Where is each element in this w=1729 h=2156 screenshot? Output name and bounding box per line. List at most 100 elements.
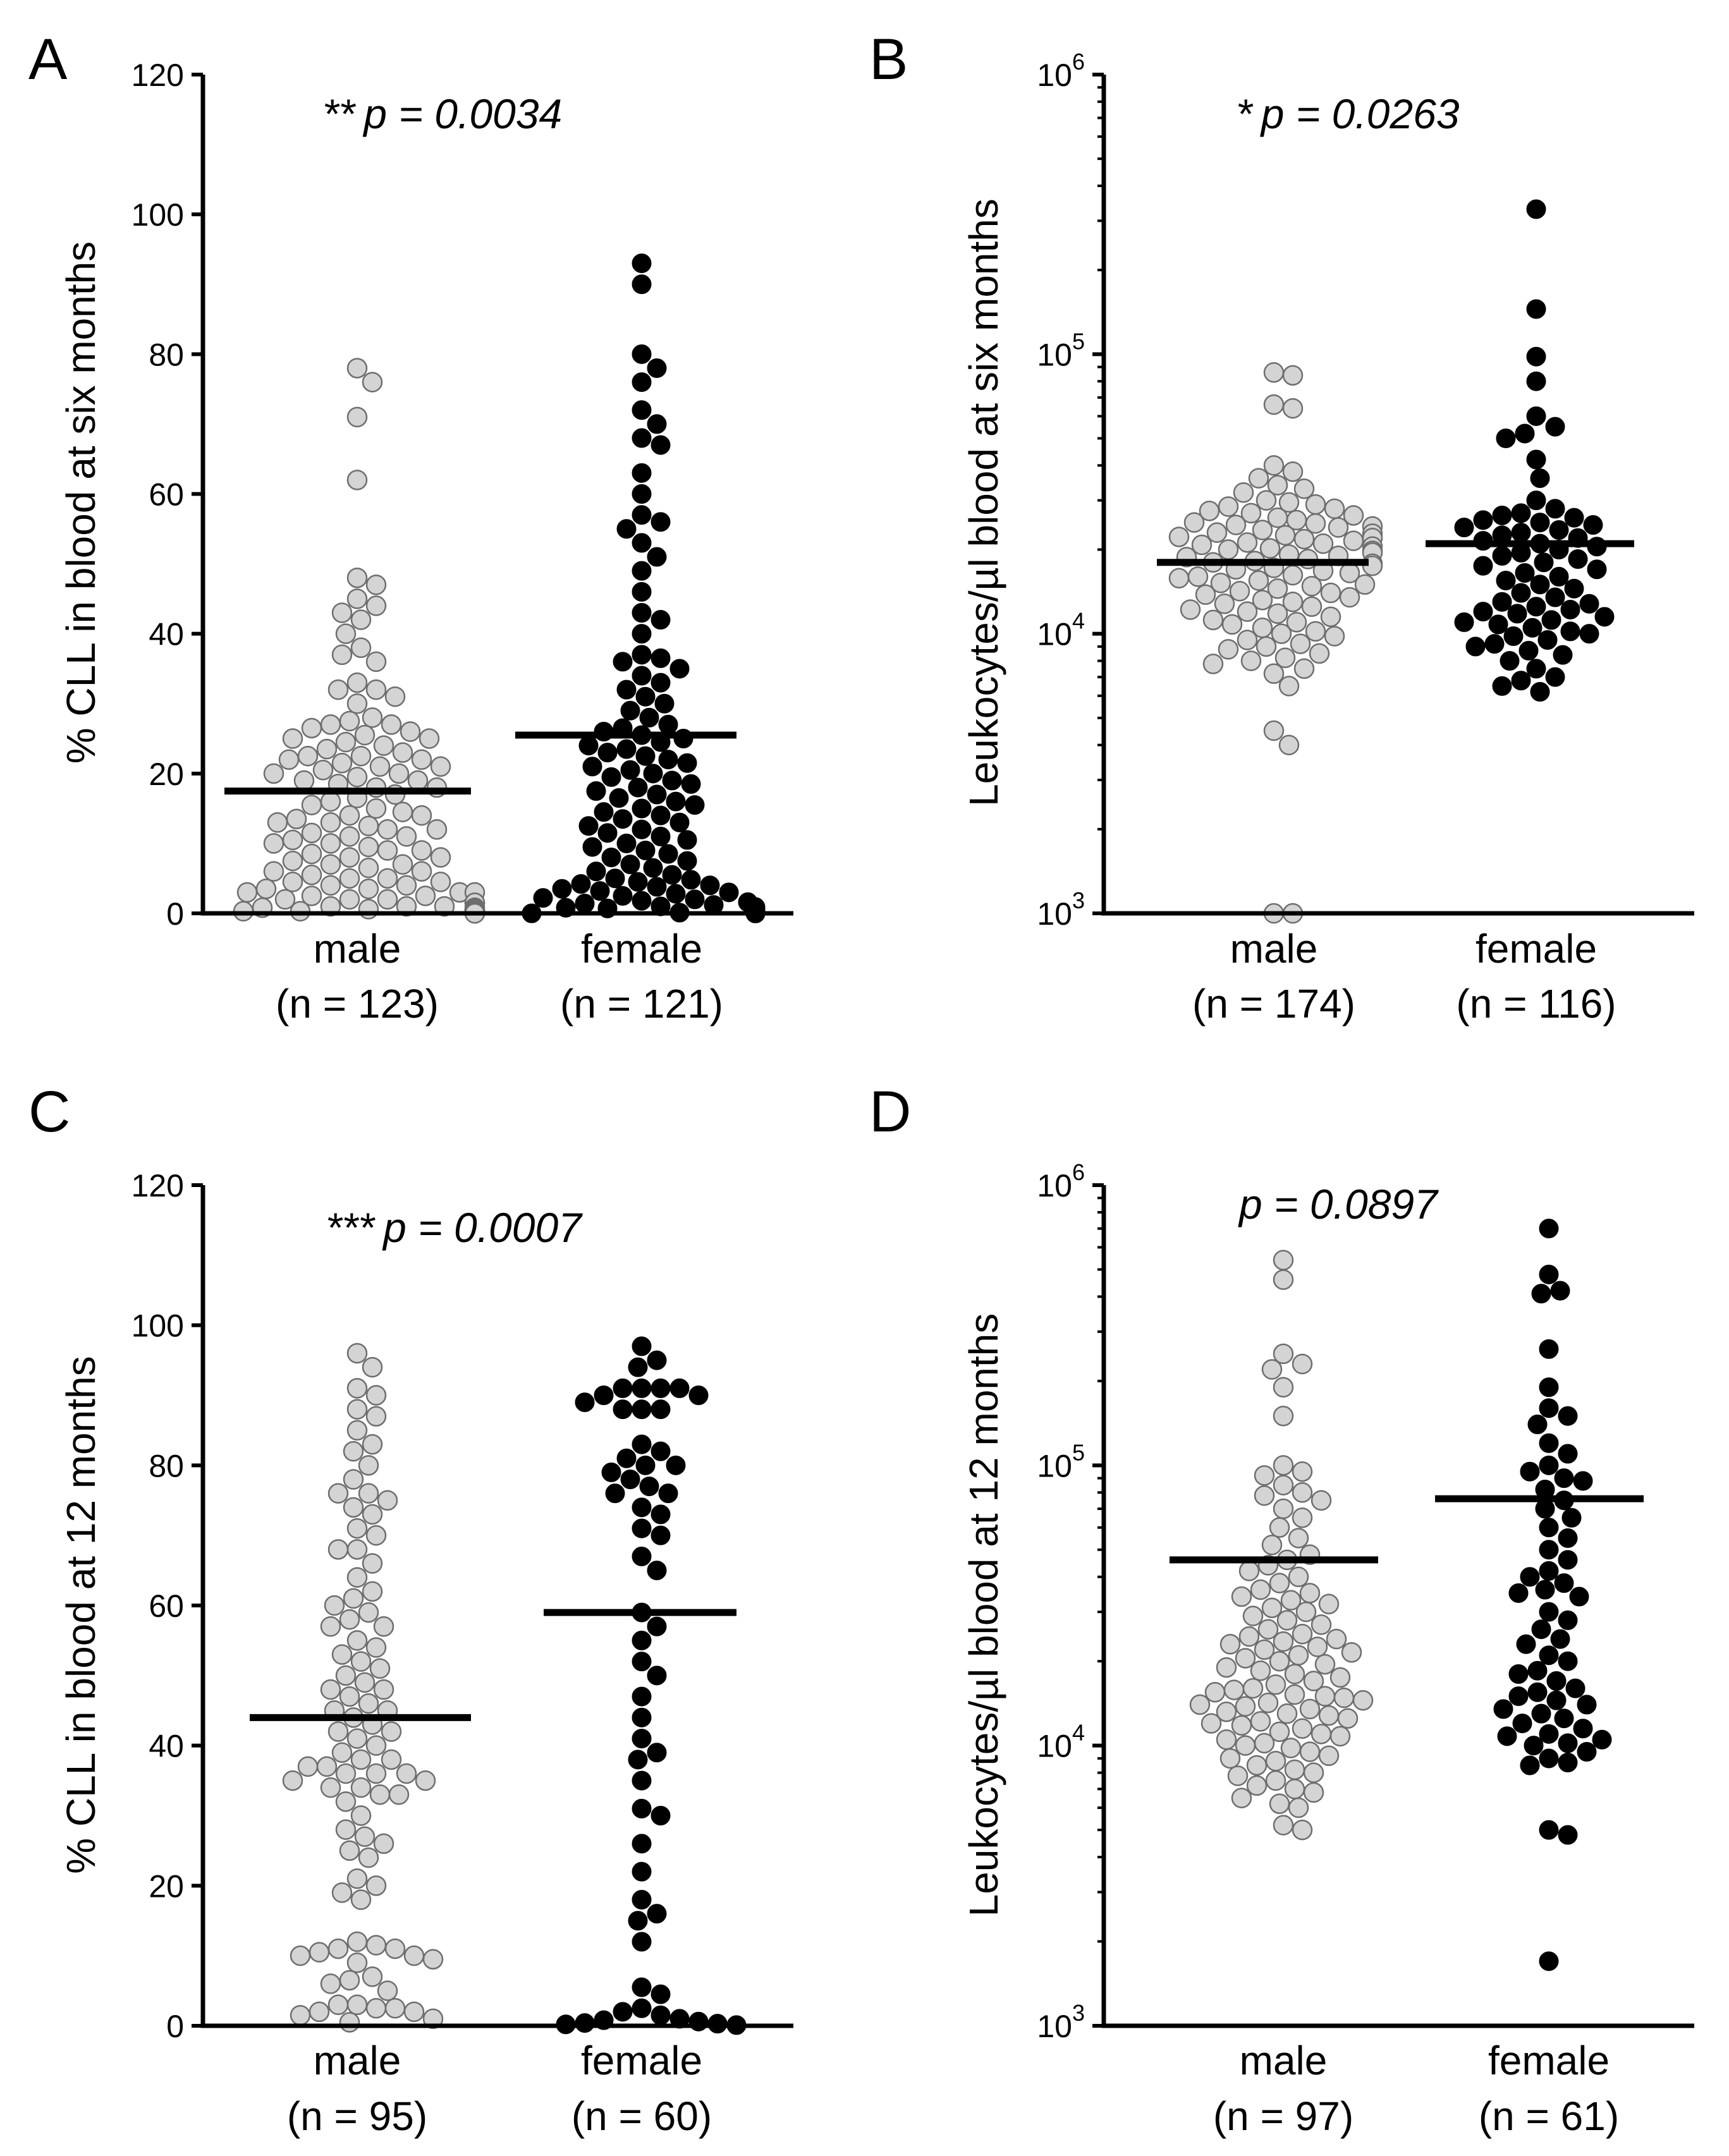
data-point-male [290,1945,311,1966]
data-point-female [1511,583,1531,603]
data-point-female [1583,515,1603,535]
data-point-male [1263,663,1285,685]
data-point-male [343,1497,364,1518]
data-point-male [1354,574,1376,595]
data-point-male [1216,1657,1237,1678]
data-point-male [1292,1482,1313,1503]
data-point-male [1280,1590,1302,1611]
data-point-male [320,791,341,812]
data-point-female [685,795,705,815]
data-point-female [613,2002,633,2022]
data-point-female [1558,1825,1578,1845]
data-point-male [320,896,341,917]
data-point-female [1530,468,1550,489]
data-point-female [590,881,610,901]
data-point-female [632,484,652,504]
data-point-female [1561,1507,1582,1528]
data-point-female [635,746,656,766]
data-point-male [346,567,368,588]
data-point-female [651,1984,671,2004]
data-point-female [1511,503,1531,523]
data-point-male [339,847,360,868]
data-point-male [297,745,319,767]
data-point-male [1235,1735,1256,1756]
data-point-male [354,1672,376,1693]
y-tick-label: 103 [1037,2000,1085,2044]
data-point-female [1465,636,1486,657]
data-point-male [1261,1359,1283,1380]
data-point-male [365,1637,387,1658]
data-point-male [1269,1573,1290,1593]
data-point-male [346,1378,368,1399]
data-point-male [358,1483,379,1504]
data-point-male [362,1504,383,1525]
data-point-male [1282,365,1304,386]
data-point-male [422,2008,444,2030]
data-point-male [327,679,349,700]
data-point-male [1310,1614,1332,1635]
data-point-male [1305,513,1326,534]
data-point-female [1539,1433,1559,1453]
data-point-female [1520,1567,1540,1587]
data-point-female [1558,1550,1578,1570]
y-tick-label: 40 [149,617,184,652]
data-point-female [1539,1951,1559,1971]
data-point-male [1320,582,1341,604]
data-point-male [1225,515,1247,535]
data-point-male [1265,1770,1286,1791]
data-point-male [1269,1650,1290,1672]
data-point-female [1573,1471,1593,1491]
data-point-female [1531,1284,1551,1304]
data-point-female [658,844,678,864]
data-point-female [1558,1610,1578,1630]
data-point-male [350,1777,372,1798]
data-point-female [1527,1682,1548,1702]
data-point-male [1265,1751,1286,1772]
data-point-female [651,512,671,532]
data-point-female [651,1399,671,1420]
data-point-male [350,745,372,767]
data-point-female [578,736,599,756]
data-point-female [1503,626,1524,647]
data-point-female [628,1750,648,1770]
pvalue-a: ** p = 0.0034 [322,90,562,137]
data-point-male [1293,478,1315,499]
data-point-female [1579,624,1599,644]
data-point-female [571,874,591,894]
data-point-male [1343,530,1364,551]
data-point-male [1219,1748,1241,1769]
category-n-male-d: (n = 97) [1213,2093,1353,2139]
data-point-male [1318,1745,1340,1766]
y-tick-label: 20 [149,1868,184,1904]
data-point-female [651,826,671,846]
data-point-male [362,1434,383,1455]
data-point-male [1282,461,1304,482]
data-point-male [346,672,368,693]
data-point-male [1299,1698,1321,1720]
pvalue-text-a: p = 0.0034 [362,90,562,137]
data-point-male [1292,1718,1313,1739]
data-point-female [635,1455,656,1475]
data-point-female [1539,1264,1559,1284]
data-point-female [1568,549,1588,569]
data-point-male [1254,1485,1275,1506]
data-point-male [346,1343,368,1364]
data-point-female [1539,1540,1559,1560]
data-point-male [1248,570,1269,591]
data-point-female [1558,1752,1578,1772]
data-point-female [632,1546,652,1566]
data-point-male [1284,1664,1305,1684]
data-point-male [1210,572,1231,594]
points-male-c [282,1343,444,2033]
data-point-female [578,816,599,836]
data-point-male [1269,1793,1290,1814]
data-point-female [1511,523,1531,543]
data-point-male [267,812,288,833]
data-point-male [400,721,421,742]
data-point-female [1541,610,1561,630]
category-label-male-a: male [314,926,401,971]
data-point-male [365,679,387,700]
data-point-female [647,1616,667,1636]
data-point-male [1309,643,1330,664]
data-point-male [1293,528,1315,550]
